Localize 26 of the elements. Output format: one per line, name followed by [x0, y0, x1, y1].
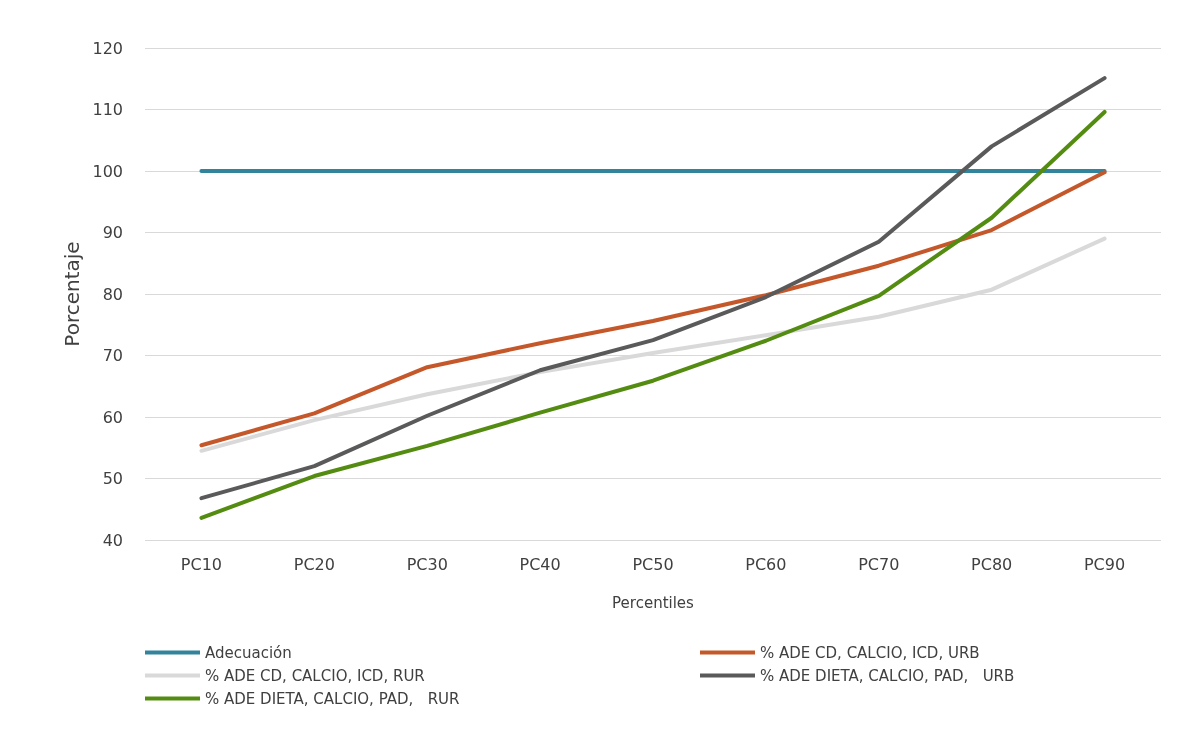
x-tick-label: PC40: [519, 554, 561, 574]
y-tick-label: 90: [102, 223, 123, 242]
y-tick-label: 120: [92, 38, 123, 58]
x-tick-label: PC90: [1083, 554, 1126, 574]
line-series: [199, 170, 1107, 448]
y-tick-label: 80: [102, 284, 123, 304]
y-tick-label: 70: [102, 346, 123, 365]
legend-label: Adecuación: [205, 643, 292, 662]
x-tick-label: PC70: [858, 554, 900, 574]
y-tick-label: 40: [102, 530, 123, 550]
y-tick-label: 60: [102, 407, 123, 427]
x-axis-title: Percentiles: [612, 593, 695, 612]
y-tick-label: 50: [102, 469, 123, 488]
legend-label: % ADE DIETA, CALCIO, PAD, RUR: [205, 689, 460, 708]
x-tick-label: PC10: [180, 554, 223, 574]
x-tick-label: PC50: [632, 554, 674, 574]
y-tick-label: 100: [92, 161, 123, 181]
legend-label: % ADE DIETA, CALCIO, PAD, URB: [760, 666, 1015, 685]
y-tick-label: 110: [92, 100, 123, 119]
x-tick-label: PC60: [745, 554, 787, 574]
x-tick-label: PC20: [293, 554, 335, 574]
x-tick-label: PC80: [971, 554, 1013, 574]
y-axis-title: Porcentaje: [59, 241, 84, 347]
legend-label: % ADE CD, CALCIO, ICD, URB: [760, 643, 980, 662]
x-tick-label: PC30: [406, 554, 448, 574]
legend-label: % ADE CD, CALCIO, ICD, RUR: [205, 666, 425, 685]
